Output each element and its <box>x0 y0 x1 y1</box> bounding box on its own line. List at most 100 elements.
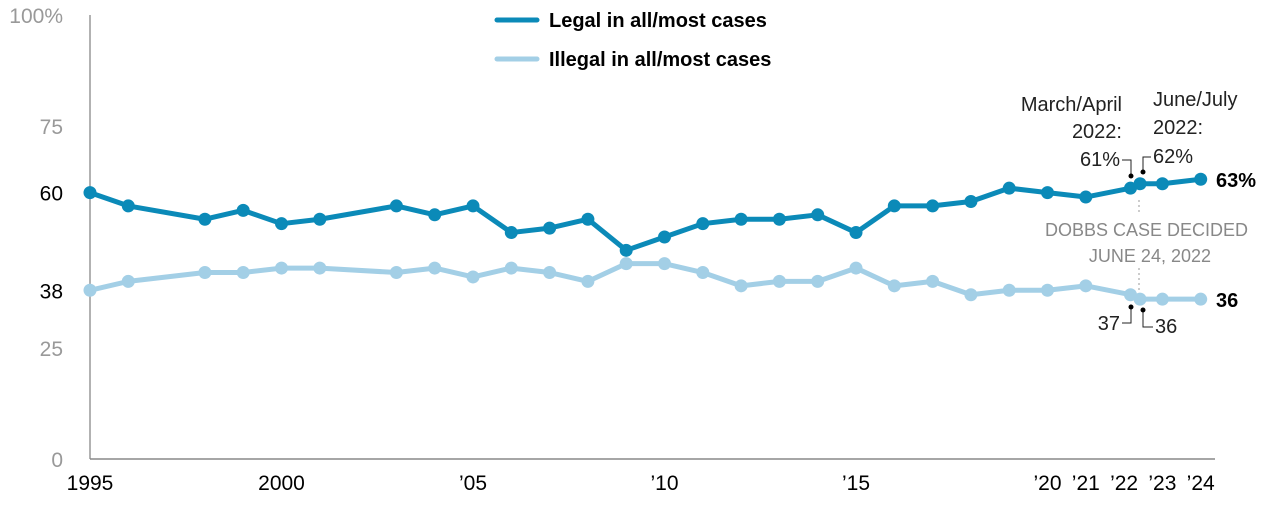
legend-label-legal: Legal in all/most cases <box>549 10 767 32</box>
data-point <box>428 208 442 222</box>
data-point <box>849 261 863 275</box>
data-point <box>121 199 135 213</box>
data-point <box>887 279 901 293</box>
callouts: March/April 2022: 61% June/July 2022: 62… <box>1021 89 1238 338</box>
callout-march-april-line1: March/April <box>1021 94 1122 116</box>
data-point <box>887 199 901 213</box>
y-tick-label: 25 <box>40 338 63 361</box>
x-tick-label: ’10 <box>650 472 678 495</box>
callout-june-july-line2: 2022: <box>1153 117 1203 139</box>
data-point <box>504 226 518 240</box>
data-point <box>619 257 633 271</box>
data-point <box>811 274 825 288</box>
data-point <box>83 283 97 297</box>
data-point <box>581 274 595 288</box>
series-line <box>89 261 1201 302</box>
x-tick-labels: 1995 2000 ’05 ’10 ’15 ’20 ’21 ’22 ’23 ’24 <box>67 472 1215 495</box>
data-point <box>964 194 978 208</box>
data-point <box>849 226 863 240</box>
x-tick-label: 2000 <box>258 472 305 495</box>
data-point <box>121 274 135 288</box>
x-tick-label: ’22 <box>1110 472 1138 495</box>
x-tick-label: ’20 <box>1033 472 1061 495</box>
axes <box>89 15 1215 460</box>
data-point <box>1133 177 1147 191</box>
data-point <box>236 203 250 217</box>
data-point <box>734 212 748 226</box>
data-point <box>772 274 786 288</box>
data-point <box>313 212 327 226</box>
series-illegal <box>83 257 1208 306</box>
data-point <box>428 261 442 275</box>
data-point <box>734 279 748 293</box>
data-point <box>504 261 518 275</box>
data-point <box>658 230 671 244</box>
data-point <box>1194 292 1208 306</box>
series-group <box>83 172 1208 306</box>
dobbs-label-line1: DOBBS CASE DECIDED <box>1045 220 1248 240</box>
data-point <box>198 212 212 226</box>
data-point <box>543 221 557 235</box>
x-tick-label: ’23 <box>1148 472 1176 495</box>
data-point <box>581 212 595 226</box>
x-tick-label: ’15 <box>842 472 870 495</box>
data-point <box>236 266 250 280</box>
data-point <box>1133 292 1147 306</box>
legend-item-illegal: Illegal in all/most cases <box>494 49 771 71</box>
data-point <box>926 274 940 288</box>
data-point <box>389 266 403 280</box>
series-legal <box>83 172 1208 257</box>
y-tick-label: 60 <box>40 183 63 206</box>
data-point <box>1079 279 1093 293</box>
dobbs-annotation: DOBBS CASE DECIDED JUNE 24, 2022 <box>1045 200 1248 290</box>
data-point <box>658 257 671 271</box>
x-tick-label: ’21 <box>1072 472 1100 495</box>
y-tick-label: 38 <box>40 280 63 303</box>
x-tick-label: 1995 <box>67 472 114 495</box>
end-label-illegal: 36 <box>1216 290 1238 312</box>
data-point <box>389 199 403 213</box>
data-point <box>198 266 212 280</box>
y-tick-label: 75 <box>40 116 63 139</box>
series-line <box>89 176 1201 253</box>
end-label-legal: 63% <box>1216 170 1256 192</box>
data-point <box>1155 292 1169 306</box>
data-point <box>275 217 288 231</box>
legend-item-legal: Legal in all/most cases <box>494 10 767 32</box>
data-point <box>466 199 480 213</box>
data-point <box>275 261 288 275</box>
data-point <box>1041 186 1054 200</box>
data-point <box>696 266 710 280</box>
data-point <box>1194 172 1208 186</box>
y-tick-labels: 0 25 38 60 75 100% <box>9 5 63 472</box>
data-point <box>926 199 940 213</box>
data-point <box>1002 283 1016 297</box>
data-point <box>1079 190 1093 204</box>
data-point <box>772 212 786 226</box>
data-point <box>543 266 557 280</box>
callout-march-april-value: 61% <box>1080 149 1120 171</box>
callout-illegal-march-value: 37 <box>1098 313 1120 335</box>
data-point <box>466 270 480 284</box>
callout-june-july-line1: June/July <box>1153 89 1238 111</box>
callout-march-april-line2: 2022: <box>1072 121 1122 143</box>
data-point <box>1155 177 1169 191</box>
data-point <box>811 208 825 222</box>
data-point <box>1002 181 1016 195</box>
x-tick-label: ’05 <box>459 472 487 495</box>
data-point <box>964 288 978 302</box>
callout-june-july-value: 62% <box>1153 146 1193 168</box>
data-point <box>1041 283 1054 297</box>
data-point <box>83 186 97 200</box>
data-point <box>696 217 710 231</box>
data-point <box>619 243 633 257</box>
callout-illegal-june-value: 36 <box>1155 316 1177 338</box>
y-tick-label: 100% <box>9 5 63 28</box>
legend: Legal in all/most cases Illegal in all/m… <box>494 10 771 71</box>
x-tick-label: ’24 <box>1187 472 1215 495</box>
y-tick-label: 0 <box>51 449 63 472</box>
legend-label-illegal: Illegal in all/most cases <box>549 49 771 71</box>
dobbs-label-line2: JUNE 24, 2022 <box>1089 246 1211 266</box>
data-point <box>313 261 327 275</box>
